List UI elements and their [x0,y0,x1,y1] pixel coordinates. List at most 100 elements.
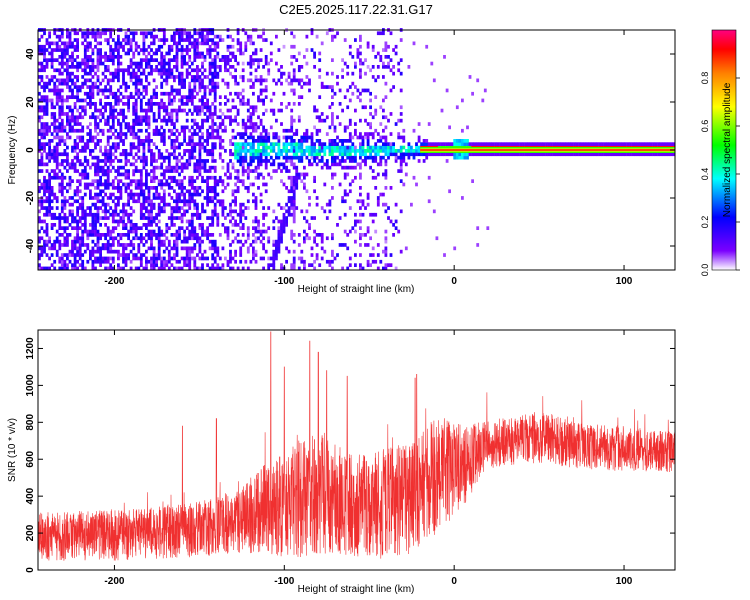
heatmap-cell [165,169,169,173]
heatmap-cell [50,226,54,230]
heatmap-cell [297,155,301,160]
heatmap-cell [76,55,79,59]
heatmap-cell [221,246,225,251]
heatmap-cell [94,71,97,76]
heatmap-cell [613,142,617,146]
heatmap-cell [297,115,301,120]
heatmap-cell [193,128,197,133]
heatmap-cell [211,31,215,36]
heatmap-cell [213,128,217,133]
heatmap-cell [292,212,296,217]
heatmap-cell [50,48,54,52]
heatmap-cell [198,192,202,197]
heatmap-cell [188,149,192,153]
heatmap-cell [165,226,169,230]
heatmap-cell [310,162,314,167]
heatmap-cell [180,102,184,106]
heatmap-cell [221,122,225,126]
heatmap-cell [76,41,79,46]
heatmap-cell [211,48,215,52]
heatmap-cell [167,266,171,271]
heatmap-cell [170,165,174,170]
heatmap-cell [150,233,153,237]
heatmap-cell [96,229,100,234]
heatmap-cell [236,95,240,99]
heatmap-cell [224,256,227,261]
heatmap-cell [641,142,645,146]
heatmap-cell [173,139,176,143]
heatmap-cell [94,128,97,133]
heatmap-cell [213,256,217,261]
heatmap-cell [173,145,176,150]
heatmap-cell [48,31,51,36]
heatmap-cell [101,169,105,173]
heatmap-cell [356,149,360,153]
heatmap-cell [48,128,51,133]
y-tick-label: 20 [25,96,36,108]
heatmap-cell [145,34,148,39]
heatmap-cell [76,122,79,126]
heatmap-cell [188,175,192,180]
heatmap-cell [203,105,207,110]
heatmap-cell [147,189,151,194]
heatmap-cell [101,132,105,136]
heatmap-cell [201,108,204,113]
heatmap-cell [652,142,655,146]
heatmap-cell [40,249,44,254]
heatmap-cell [277,246,281,251]
heatmap-cell [43,219,46,224]
heatmap-cell [38,105,41,110]
heatmap-cell [264,182,268,187]
heatmap-cell [221,159,225,163]
heatmap-cell [173,169,176,173]
heatmap-cell [213,71,217,76]
heatmap-cell [139,65,143,69]
heatmap-cell [211,61,215,66]
heatmap-cell [117,249,120,254]
heatmap-cell [229,139,232,143]
heatmap-cell [257,78,260,83]
heatmap-cell [376,266,380,271]
heatmap-cell [137,135,141,140]
heatmap-cell [83,209,87,214]
heatmap-cell [379,159,383,163]
heatmap-cell [96,31,100,36]
heatmap-cell [267,139,271,143]
heatmap-cell [60,206,64,210]
heatmap-cell [565,152,569,157]
heatmap-cell [145,223,148,227]
heatmap-cell [267,206,271,210]
heatmap-cell [226,162,230,167]
heatmap-cell [336,75,339,79]
heatmap-cell [127,34,130,39]
heatmap-cell [509,142,513,146]
heatmap-cell [320,256,324,261]
heatmap-cell [38,189,41,194]
heatmap-cell [280,236,283,241]
heatmap-cell [295,169,299,173]
heatmap-cell [297,95,301,99]
heatmap-cell [216,246,220,251]
heatmap-cell [40,61,44,66]
heatmap-cell [127,102,130,106]
heatmap-cell [60,139,64,143]
heatmap-cell [320,118,324,123]
heatmap-cell [50,206,54,210]
heatmap-cell [134,236,138,241]
heatmap-cell [213,212,217,217]
heatmap-cell [109,128,113,133]
heatmap-cell [216,182,220,187]
heatmap-cell [55,125,59,130]
heatmap-cell [106,58,110,62]
heatmap-cell [384,142,388,146]
heatmap-cell [290,128,294,133]
heatmap-cell [55,41,59,46]
heatmap-cell [175,253,179,257]
heatmap-cell [122,243,125,247]
heatmap-cell [180,182,184,187]
heatmap-cell [109,192,113,197]
heatmap-cell [101,115,105,120]
heatmap-cell [644,152,648,157]
heatmap-cell [206,216,209,220]
heatmap-cell [188,142,192,146]
